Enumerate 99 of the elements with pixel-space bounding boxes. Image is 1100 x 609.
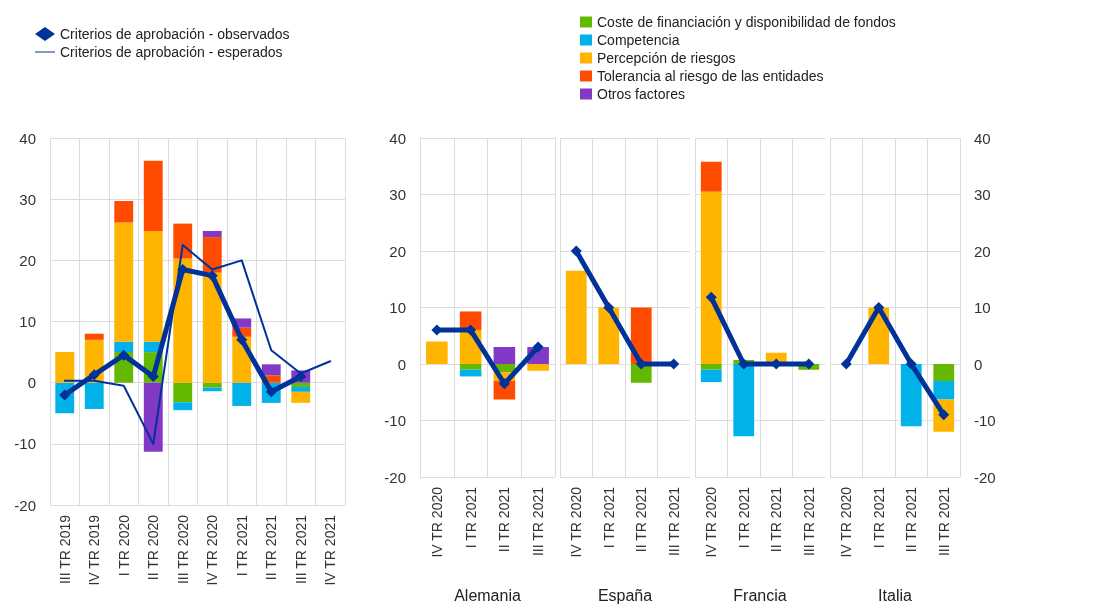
x-tick-label: III TR 2021 [530,486,547,557]
x-tick-label: III TR 2021 [800,486,817,557]
bar [232,382,252,406]
y2-tick-label: 10 [974,299,991,316]
bar [55,352,75,383]
point [498,378,510,390]
point [236,334,248,346]
x-tick-label: I TR 2021 [600,486,617,549]
x-tick-label: IV TR 2020 [428,486,445,558]
y2-tick-label: 40 [974,129,991,147]
x-tick-label: I TR 2021 [462,486,479,549]
y-tick-label: 0 [27,374,36,392]
x-tick-label: IV TR 2021 [322,514,339,586]
y-tick-label: 0 [397,355,406,373]
legend-label: Coste de financiación y disponibilidad de fondos [597,14,896,30]
bar [700,161,722,192]
bar [493,347,516,364]
legend-label: Tolerancia al riesgo de las entidades [597,68,824,84]
bar [173,382,193,403]
x-tick-label: IV TR 2020 [204,514,221,586]
bar [202,230,222,238]
x-tick-label: III TR 2021 [665,486,682,557]
x-tick-label: II TR 2020 [145,514,162,581]
bar [933,380,955,400]
y-tick-label: 30 [19,190,36,208]
y2-tick-label: -10 [974,412,996,429]
bar [933,364,955,381]
y2-tick-label: -20 [974,468,996,486]
y2-tick-label: 30 [974,186,991,203]
x-tick-label: II TR 2021 [903,486,920,553]
bar [291,391,311,403]
legend-label: Criterios de aprobación - observados [60,26,290,42]
x-tick-label: III TR 2020 [174,514,191,585]
y-tick-label: 10 [19,313,36,330]
legend-label: Criterios de aprobación - esperados [60,44,283,60]
bar [733,364,755,437]
y-tick-label: -10 [384,412,406,429]
point [532,341,544,353]
bar [84,333,104,340]
point [88,369,100,381]
legend-label: Percepción de riesgos [597,50,736,66]
bar [202,382,222,388]
bar [459,364,482,370]
point [873,302,885,313]
x-tick-label: I TR 2021 [233,514,250,577]
x-tick-label: II TR 2021 [263,514,280,581]
y-tick-label: 30 [389,186,406,203]
x-tick-label: IV TR 2020 [568,486,585,558]
point [905,358,917,370]
y-tick-label: -20 [384,468,406,486]
x-axis-title: Alemania [454,586,521,604]
x-tick-label: IV TR 2020 [703,486,720,558]
x-tick-label: III TR 2021 [935,486,952,557]
x-tick-label: I TR 2021 [870,486,887,549]
bar [114,341,134,353]
bar [261,364,281,376]
bar [527,364,549,371]
bar [700,364,722,370]
x-tick-label: III TR 2019 [56,514,73,585]
bar [202,237,222,273]
x-tick-label: II TR 2021 [768,486,785,553]
bar [173,402,193,411]
legend-label: Competencia [597,32,680,48]
y-tick-label: 20 [389,242,406,260]
bar [143,160,163,231]
y-tick-label: -20 [14,496,36,514]
bar [202,272,222,383]
bar [291,386,311,392]
x-tick-label: I TR 2020 [115,514,132,577]
y-tick-label: -10 [14,435,36,453]
y2-tick-label: 20 [974,242,991,260]
bar [173,223,193,259]
bar [426,341,448,364]
x-tick-label: IV TR 2019 [86,514,103,586]
bar [114,222,134,342]
point [840,358,852,370]
point [118,349,130,361]
x-tick-label: IV TR 2020 [838,486,855,558]
legend-label: Otros factores [597,86,685,102]
bar [143,230,163,342]
x-axis-title: Italia [878,586,912,604]
bar [900,364,922,427]
bar [700,191,722,364]
x-tick-label: III TR 2021 [292,514,309,585]
bar [291,382,311,387]
y-tick-label: 20 [19,251,36,269]
x-tick-label: I TR 2021 [735,486,752,549]
x-axis-title: España [597,586,653,604]
x-tick-label: II TR 2021 [496,486,513,553]
x-axis-title: Francia [733,586,787,604]
x-tick-label: II TR 2021 [633,486,650,553]
y-tick-label: 40 [19,129,36,147]
y-tick-label: 40 [389,129,406,147]
bar [84,382,104,409]
y-tick-label: 10 [389,299,406,316]
line-series [63,244,332,445]
y2-tick-label: 0 [974,355,983,373]
bar [114,201,134,223]
bar [700,369,722,383]
